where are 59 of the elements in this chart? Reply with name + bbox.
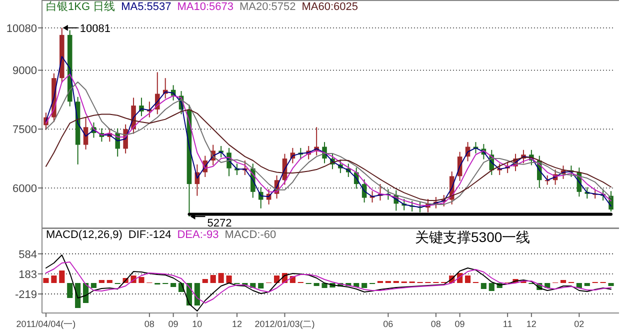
bar	[194, 283, 200, 306]
annotation: 10081	[80, 22, 110, 35]
annotation: MACD:-60	[224, 229, 276, 241]
bar	[226, 276, 232, 283]
bar	[584, 283, 590, 286]
annotation: 关键支撑5300一线	[415, 229, 530, 245]
x-tick-label: 09	[168, 319, 178, 329]
text: MA5:5537	[121, 1, 172, 13]
bar	[608, 283, 614, 286]
x-tick-label: 09	[454, 319, 465, 329]
x-tick-label: 12	[526, 319, 536, 329]
bar	[106, 280, 112, 283]
y-tick-label: 6000	[12, 182, 37, 195]
x-tick-label: 08	[144, 319, 154, 329]
x-tick-label: 06	[383, 319, 394, 329]
bar	[218, 273, 224, 283]
bar	[488, 283, 494, 291]
bar	[322, 283, 328, 288]
x-tick-label: 11	[502, 319, 512, 329]
line-series	[45, 262, 612, 304]
y-tick-label: 10080	[6, 22, 37, 35]
y-tick-label: 7500	[12, 124, 37, 136]
bar	[98, 280, 104, 283]
bar	[274, 276, 280, 283]
bar	[258, 283, 264, 288]
x-tick-label: 12	[232, 319, 242, 329]
bar	[51, 276, 57, 283]
bar	[138, 277, 144, 283]
line-series	[45, 254, 612, 312]
y-tick-label: 584	[18, 248, 37, 261]
bar	[314, 283, 320, 286]
bar	[464, 276, 471, 283]
text: DEA:-93	[177, 229, 219, 241]
y-tick-label: 9000	[12, 65, 37, 78]
bar	[560, 280, 566, 283]
y-tick-label: 183	[18, 268, 37, 281]
x-tick-label: 2011/04/04(一)	[16, 319, 76, 329]
bar	[43, 278, 49, 283]
text: DIF:-124	[128, 229, 172, 241]
text: MA60:6025	[302, 1, 358, 13]
bar	[480, 283, 486, 289]
y-tick-label: -219	[14, 288, 37, 301]
x-tick-label: 08	[430, 319, 441, 329]
bar	[75, 283, 81, 308]
bar	[170, 283, 176, 287]
x-tick-label: 2012/01/03(二)	[254, 319, 315, 329]
bar	[210, 275, 216, 283]
x-tick-label: 02	[574, 319, 584, 329]
bar	[59, 270, 65, 283]
chart-title: 白银1KG 日线	[46, 0, 116, 13]
chart-title: MACD(12,26,9)	[46, 229, 122, 241]
x-tick-label: 10	[192, 319, 202, 329]
bar	[90, 283, 97, 288]
bar	[67, 283, 73, 298]
annotation: 5272	[207, 218, 232, 230]
text: MA10:5673	[177, 1, 234, 13]
bar	[202, 279, 208, 283]
text: MA20:5752	[240, 1, 296, 13]
bar	[362, 283, 368, 288]
